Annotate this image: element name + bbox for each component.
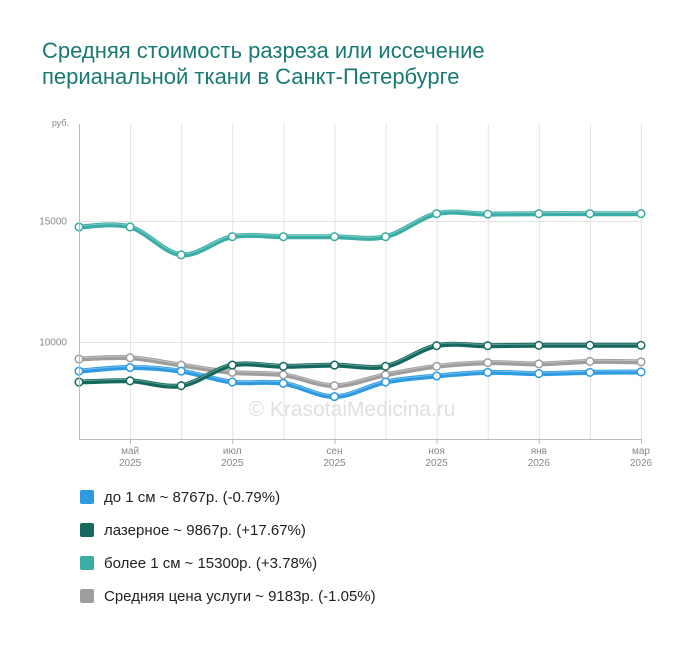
x-tick-month: янв (531, 446, 547, 457)
legend-swatch (80, 523, 94, 537)
data-point[interactable] (125, 362, 135, 373)
legend-label: лазерное (104, 521, 170, 539)
legend-label: более 1 см (104, 554, 181, 572)
legend-summary: ~ 9867р. (+17.67%) (173, 521, 306, 539)
data-point[interactable] (585, 367, 595, 377)
x-tick-year: 2025 (323, 458, 346, 469)
x-tick-year: 2025 (119, 458, 142, 469)
data-point[interactable] (278, 361, 288, 371)
legend-item-laser[interactable]: лазерное ~ 9867р. (+17.67%) (80, 521, 376, 539)
data-point[interactable] (432, 341, 442, 351)
data-point[interactable] (278, 378, 288, 388)
data-point[interactable] (176, 366, 186, 376)
data-point[interactable] (636, 209, 646, 219)
data-point[interactable] (125, 222, 135, 232)
data-point[interactable] (329, 232, 340, 242)
data-point[interactable] (483, 358, 493, 368)
data-point[interactable] (125, 353, 135, 363)
line-chart: © KrasotaiMedicina.ru 1500010000руб.май2… (39, 118, 652, 469)
legend-item-small[interactable]: до 1 см ~ 8767р. (-0.79%) (80, 488, 376, 506)
data-point[interactable] (278, 232, 288, 242)
series-1 (74, 340, 646, 391)
x-tick-month: сен (326, 446, 342, 457)
legend-summary: ~ 9183р. (-1.05%) (255, 587, 376, 605)
data-point[interactable] (329, 381, 340, 391)
data-point[interactable] (380, 361, 391, 371)
data-point[interactable] (636, 340, 646, 350)
x-tick-year: 2025 (221, 458, 244, 469)
x-tick-year: 2025 (426, 458, 449, 469)
data-point[interactable] (380, 377, 391, 387)
legend-swatch (80, 589, 94, 603)
data-point[interactable] (176, 250, 186, 260)
data-point[interactable] (329, 392, 340, 402)
legend-summary: ~ 8767р. (-0.79%) (159, 488, 281, 506)
data-point[interactable] (380, 370, 391, 380)
data-point[interactable] (534, 369, 544, 379)
data-point[interactable] (227, 360, 237, 370)
watermark: © KrasotaiMedicina.ru (249, 398, 456, 421)
data-point[interactable] (227, 377, 237, 387)
legend-swatch (80, 490, 94, 504)
x-tick-month: мар (632, 446, 650, 457)
data-point[interactable] (432, 209, 442, 219)
data-point[interactable] (534, 209, 544, 219)
x-tick-month: ноя (428, 446, 445, 457)
data-point[interactable] (432, 361, 442, 371)
legend-item-average[interactable]: Средняя цена услуги ~ 9183р. (-1.05%) (80, 587, 376, 605)
legend-label: Средняя цена услуги (104, 587, 252, 605)
data-point[interactable] (585, 356, 595, 367)
data-point[interactable] (534, 340, 544, 350)
legend-label: до 1 см (104, 488, 156, 506)
data-point[interactable] (278, 370, 288, 380)
data-point[interactable] (227, 232, 237, 242)
data-point[interactable] (534, 359, 544, 369)
y-tick-label: 10000 (39, 338, 67, 349)
data-point[interactable] (329, 360, 340, 370)
x-tick-year: 2026 (528, 458, 551, 469)
data-point[interactable] (636, 357, 646, 367)
data-point[interactable] (636, 367, 646, 377)
series-3 (74, 353, 646, 391)
chart-title: Средняя стоимость разреза или иссечение … (42, 38, 662, 90)
data-point[interactable] (585, 340, 595, 350)
data-point[interactable] (483, 209, 493, 219)
y-tick-label: 15000 (39, 217, 67, 228)
data-point[interactable] (227, 367, 237, 377)
data-point[interactable] (380, 232, 391, 242)
legend: до 1 см ~ 8767р. (-0.79%) лазерное ~ 986… (80, 488, 376, 620)
series-2 (74, 209, 646, 260)
data-point[interactable] (125, 376, 135, 386)
data-point[interactable] (483, 367, 493, 377)
chart-axes: 1500010000руб.май2025июл2025сен2025ноя20… (39, 118, 652, 469)
x-tick-year: 2026 (630, 458, 653, 469)
legend-swatch (80, 556, 94, 570)
chart-series (74, 209, 646, 402)
data-point[interactable] (585, 209, 595, 219)
y-axis-unit: руб. (52, 118, 69, 128)
x-tick-month: июл (223, 446, 242, 457)
chart-title-line-2: перианальной ткани в Санкт-Петербурге (42, 64, 460, 89)
chart-title-line-1: Средняя стоимость разреза или иссечение (42, 38, 485, 63)
legend-summary: ~ 15300р. (+3.78%) (184, 554, 318, 572)
data-point[interactable] (483, 341, 493, 351)
legend-item-large[interactable]: более 1 см ~ 15300р. (+3.78%) (80, 554, 376, 572)
series-line (76, 209, 644, 258)
data-point[interactable] (432, 371, 442, 381)
x-tick-month: май (121, 446, 139, 457)
data-point[interactable] (176, 381, 186, 391)
